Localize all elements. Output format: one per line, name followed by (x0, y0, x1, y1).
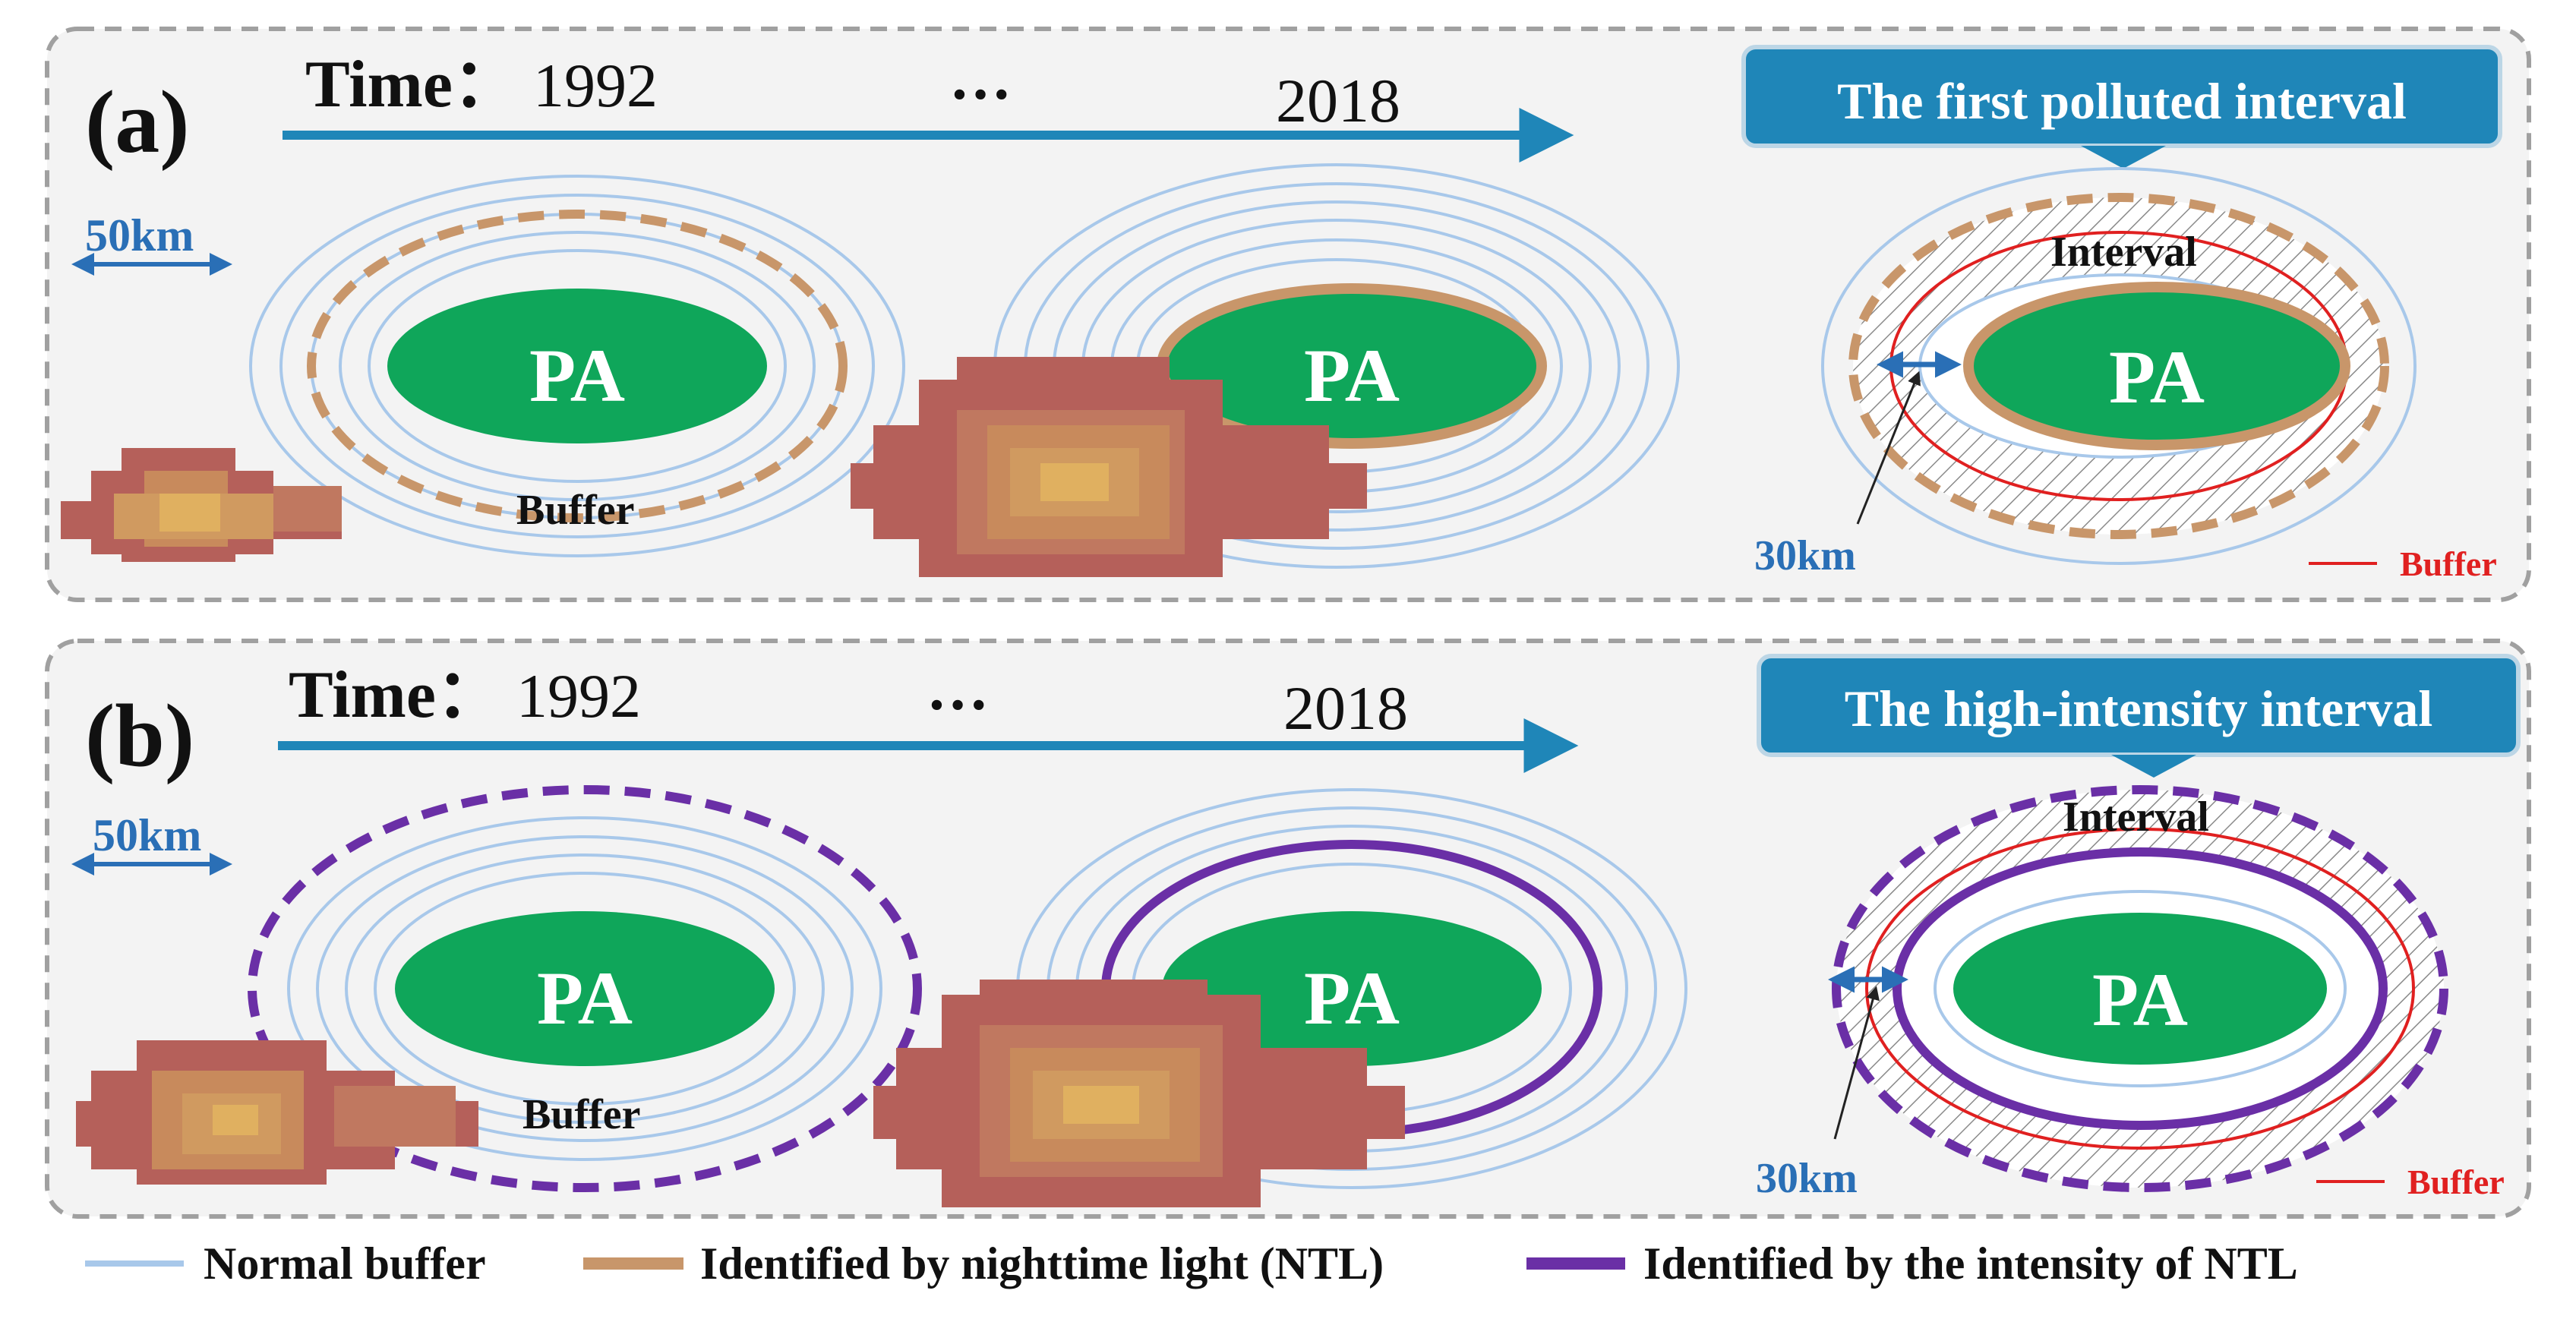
panel-b-intensity-dashed-buffer (248, 785, 922, 1192)
panel-a-pa-2018-label: PA (1304, 333, 1400, 418)
panel-a-interval-pa-label: PA (2109, 335, 2205, 419)
panel-b-callout-text: The high-intensity interval (1845, 680, 2433, 737)
panel-a-ellipsis: … (949, 43, 1012, 112)
panel-a-callout: The first polluted interval (1741, 45, 2502, 169)
normal-buffer-ring (339, 231, 816, 501)
normal-buffer-ring (345, 853, 825, 1124)
panel-b-pa-1992-label: PA (537, 956, 633, 1040)
panel-a-pa-1992 (387, 289, 767, 443)
panel-b-distance-label: 30km (1756, 1155, 1858, 1202)
panel-a-red-legend-label: Buffer (2400, 544, 2497, 583)
panel-b-scale-label: 50km (93, 810, 201, 860)
panel-a-year-start: 1992 (533, 51, 658, 120)
panel-a-interval-label: Interval (2050, 229, 2197, 276)
panel-a-year-end: 2018 (1276, 66, 1400, 135)
panel-a-light-blob-large (851, 357, 1367, 577)
panel-b-callout: The high-intensity interval (1757, 654, 2521, 778)
panel-a-light-blob-small (61, 448, 342, 562)
panel-a-time-label: Time： (305, 48, 519, 121)
panel-a-pa-1992-label: PA (529, 333, 625, 418)
panel-b-ellipsis: … (927, 654, 989, 723)
panel-a-buffer-label: Buffer (516, 487, 635, 534)
normal-buffer-ring (368, 249, 787, 483)
panel-b-red-legend-label: Buffer (2407, 1163, 2505, 1201)
panel-b-light-blob-large (873, 980, 1405, 1207)
panel-a-interval-outer-dashed (1848, 193, 2389, 539)
panel-a-ntl-dashed-buffer (307, 210, 848, 522)
panel-b-year-end: 2018 (1283, 674, 1408, 743)
normal-buffer-ring (374, 872, 796, 1106)
panel-a-scale-label: 50km (85, 210, 194, 260)
panel-a-distance-pointer (1856, 371, 1921, 525)
panel-b-interval-pa (1953, 913, 2327, 1065)
panel-b-time-label: Time： (289, 658, 503, 732)
legend-ntl-label: Identified by nighttime light (NTL) (700, 1238, 1384, 1289)
panel-b-year-start: 1992 (516, 661, 641, 730)
panel-a-distance-label: 30km (1754, 532, 1856, 579)
panel-b-interval-label: Interval (2063, 794, 2209, 841)
panel-b-pa-1992 (395, 911, 775, 1066)
panel-b-interval-pa-label: PA (2092, 958, 2188, 1042)
panel-b-light-blob-small (76, 1040, 478, 1185)
panel-b-distance-pointer (1833, 986, 1880, 1140)
panel-a-interval-diagram: PA Interval 30km Buffer (1754, 167, 2497, 583)
normal-buffer-ring (249, 175, 905, 557)
normal-buffer-ring (316, 835, 854, 1142)
normal-buffer-ring (1821, 167, 2417, 565)
legend-normal-buffer-label: Normal buffer (204, 1238, 486, 1289)
panel-b-pa-2018-label: PA (1304, 956, 1400, 1040)
panel-b-label: (b) (85, 686, 194, 785)
panel-a-interval-pa (1963, 282, 2350, 450)
panel-b-interval-diagram: PA Interval 30km Buffer (1756, 785, 2505, 1202)
normal-buffer-ring (279, 194, 875, 538)
panel-a-pa-1992-group (249, 175, 905, 557)
panel-b: (b) Time： 1992 … 2018 50km PA Buffer (45, 639, 2531, 1219)
legend-intensity-label: Identified by the intensity of NTL (1643, 1238, 2298, 1289)
panel-a-callout-text: The first polluted interval (1837, 72, 2407, 130)
panel-a-label: (a) (85, 72, 190, 172)
panel-a: (a) Time： 1992 … 2018 50km PA Buffer (45, 27, 2531, 602)
legend: Normal buffer Identified by nighttime li… (85, 1238, 2298, 1289)
normal-buffer-ring (287, 816, 882, 1161)
panel-b-buffer-label: Buffer (522, 1091, 641, 1138)
panel-b-pa-1992-group (287, 816, 882, 1161)
